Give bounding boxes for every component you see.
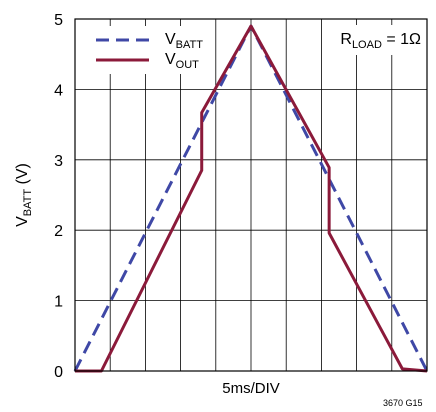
y-tick-label: 5 (54, 12, 63, 29)
grid (75, 19, 427, 371)
y-axis-label: VBATT (V) (14, 163, 34, 227)
annotation-tail: = 1Ω (382, 31, 421, 48)
legend-label-vout-sub: OUT (176, 59, 200, 71)
legend-background (91, 26, 197, 74)
annotation-text: RLOAD = 1Ω (340, 31, 421, 51)
y-axis-label-tail: (V) (14, 163, 31, 189)
series-group (73, 24, 429, 373)
y-axis-label-sub: BATT (22, 189, 34, 217)
series-line-vout (75, 24, 428, 373)
x-axis-label: 5ms/DIV (222, 380, 280, 397)
y-tick-label: 1 (54, 294, 63, 311)
figure-code: 3670 G15 (383, 398, 423, 407)
load-annotation: RLOAD = 1Ω (329, 25, 423, 55)
y-axis-label-main: V (14, 216, 31, 227)
y-tick-labels: 0 1 2 3 4 5 (54, 12, 63, 381)
legend-label-vbatt-sub: BATT (176, 39, 204, 51)
y-tick-label: 2 (54, 223, 63, 240)
annotation-background (329, 25, 423, 55)
y-tick-label: 4 (54, 82, 63, 99)
annotation-sub: LOAD (352, 39, 382, 51)
legend-label-vout-main: V (165, 51, 176, 68)
y-tick-label: 0 (54, 364, 63, 381)
plot-border (74, 18, 428, 372)
legend: VBATT VOUT (91, 26, 203, 74)
legend-label-vout: VOUT (165, 51, 199, 71)
annotation-main: R (340, 31, 352, 48)
y-tick-label: 3 (54, 153, 63, 170)
legend-label-vbatt: VBATT (165, 31, 203, 51)
legend-label-vbatt-main: V (165, 31, 176, 48)
